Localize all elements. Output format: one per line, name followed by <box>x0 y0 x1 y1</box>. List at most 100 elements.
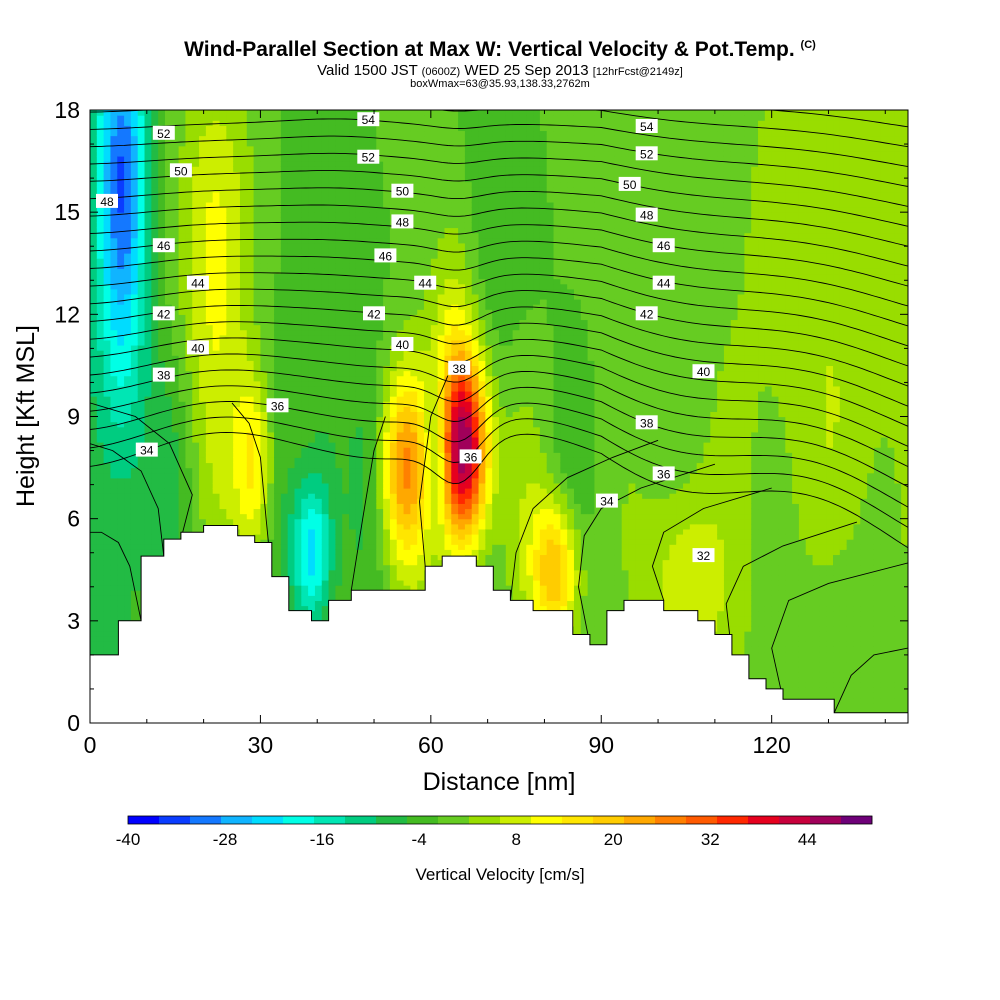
field-cell <box>144 186 152 193</box>
field-cell <box>164 278 173 285</box>
field-cell <box>199 314 207 321</box>
field-cell <box>267 283 275 290</box>
field-cell <box>355 508 364 515</box>
field-cell <box>164 482 173 489</box>
field-cell <box>342 191 350 198</box>
field-cell <box>130 339 139 346</box>
field-cell <box>335 416 343 423</box>
field-cell <box>103 472 112 479</box>
field-cell <box>151 350 159 356</box>
field-cell <box>233 370 241 377</box>
field-cell <box>246 421 255 428</box>
field-cell <box>124 283 132 290</box>
field-cell <box>164 273 173 280</box>
field-cell <box>130 590 139 596</box>
field-cell <box>274 467 282 474</box>
field-cell <box>253 421 262 428</box>
field-cell <box>117 390 125 397</box>
field-cell <box>280 196 289 203</box>
field-cell <box>349 212 357 218</box>
field-cell <box>137 186 146 193</box>
field-cell <box>349 309 357 315</box>
field-cell <box>219 426 227 433</box>
field-cell <box>239 523 248 530</box>
field-cell <box>192 462 200 469</box>
field-cell <box>96 396 105 402</box>
field-cell <box>362 237 371 244</box>
field-cell <box>171 390 180 397</box>
field-cell <box>117 278 125 285</box>
field-cell <box>335 370 343 377</box>
field-cell <box>321 304 330 310</box>
field-cell <box>212 365 221 372</box>
field-cell <box>239 145 248 152</box>
field-cell <box>124 539 132 545</box>
field-cell <box>239 324 248 331</box>
field-cell <box>226 222 234 229</box>
field-cell <box>117 605 125 612</box>
field-cell <box>287 528 296 535</box>
field-cell <box>239 196 248 203</box>
field-cell <box>267 176 275 183</box>
field-cell <box>219 258 227 264</box>
field-cell <box>137 498 146 504</box>
field-cell <box>164 503 173 510</box>
field-cell <box>308 130 316 137</box>
field-cell <box>246 523 255 530</box>
field-cell <box>117 518 125 525</box>
field-cell <box>117 339 125 346</box>
field-cell <box>178 406 187 412</box>
field-cell <box>151 288 159 295</box>
field-cell <box>253 452 262 458</box>
field-cell <box>335 339 343 346</box>
field-cell <box>246 431 255 438</box>
field-cell <box>267 155 275 162</box>
field-cell <box>117 523 125 530</box>
field-cell <box>369 442 377 448</box>
field-cell <box>362 498 371 504</box>
field-cell <box>171 523 180 530</box>
field-cell <box>137 191 146 198</box>
field-cell <box>335 365 343 372</box>
field-cell <box>362 503 371 510</box>
field-cell <box>124 237 132 244</box>
field-cell <box>199 375 207 382</box>
field-cell <box>308 161 316 167</box>
field-cell <box>137 385 146 392</box>
field-cell <box>274 125 282 132</box>
field-cell <box>199 176 207 183</box>
field-cell <box>219 227 227 234</box>
field-cell <box>96 421 105 428</box>
field-cell <box>144 145 152 152</box>
field-cell <box>117 380 125 387</box>
field-cell <box>178 176 187 183</box>
field-cell <box>267 436 275 443</box>
field-cell <box>314 533 323 540</box>
field-cell <box>103 457 112 464</box>
field-cell <box>124 268 132 275</box>
field-cell <box>151 431 159 438</box>
field-cell <box>239 462 248 469</box>
field-cell <box>130 324 139 331</box>
field-cell <box>308 176 316 183</box>
field-cell <box>212 339 221 346</box>
field-cell <box>321 360 330 367</box>
field-cell <box>117 482 125 489</box>
field-cell <box>219 176 227 183</box>
field-cell <box>212 390 221 397</box>
field-cell <box>164 110 173 116</box>
field-cell <box>280 319 289 326</box>
field-cell <box>355 217 364 223</box>
field-cell <box>90 523 98 530</box>
field-cell <box>110 641 118 647</box>
field-cell <box>158 222 166 229</box>
field-cell <box>124 191 132 198</box>
field-cell <box>267 421 275 428</box>
field-cell <box>355 421 364 428</box>
field-cell <box>253 406 262 412</box>
copyright-mark: (C) <box>800 39 816 51</box>
field-cell <box>164 421 173 428</box>
field-cell <box>253 288 262 295</box>
field-cell <box>124 334 132 341</box>
field-cell <box>226 355 234 361</box>
